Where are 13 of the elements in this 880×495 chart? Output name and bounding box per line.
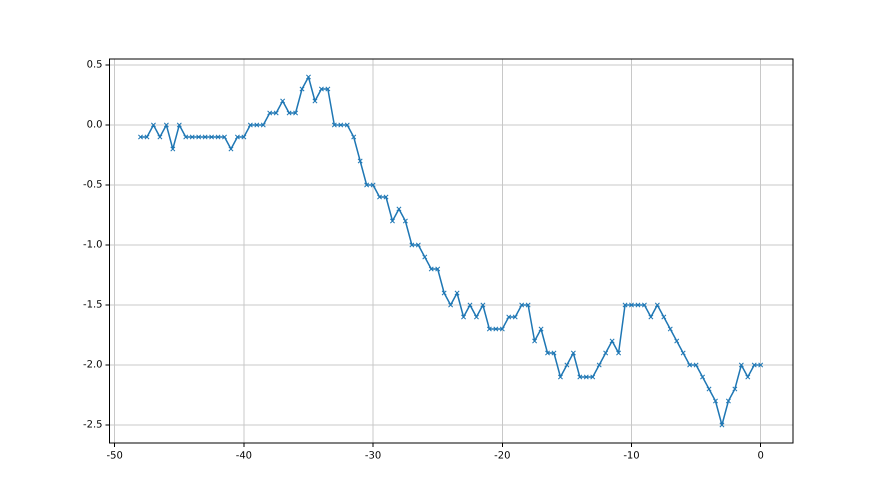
x-tick-label: -30: [364, 450, 382, 462]
y-tick-label: 0.5: [86, 60, 103, 71]
y-tick-label: -0.5: [82, 180, 103, 191]
x-tick-label: -50: [106, 450, 123, 462]
y-tick-label: -1.5: [82, 300, 103, 311]
x-tick-label: -40: [236, 450, 252, 462]
y-tick-label: -2.0: [82, 360, 103, 371]
y-tick-label: -2.5: [82, 420, 103, 431]
x-tick-label: -20: [494, 450, 510, 462]
y-tick-label: -1.0: [82, 240, 103, 251]
x-tick-label: -10: [623, 450, 640, 462]
x-tick-label: 0: [758, 450, 764, 462]
y-tick-label: 0.0: [86, 120, 103, 131]
